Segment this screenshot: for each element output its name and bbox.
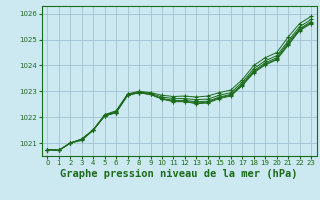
X-axis label: Graphe pression niveau de la mer (hPa): Graphe pression niveau de la mer (hPa) [60,169,298,179]
